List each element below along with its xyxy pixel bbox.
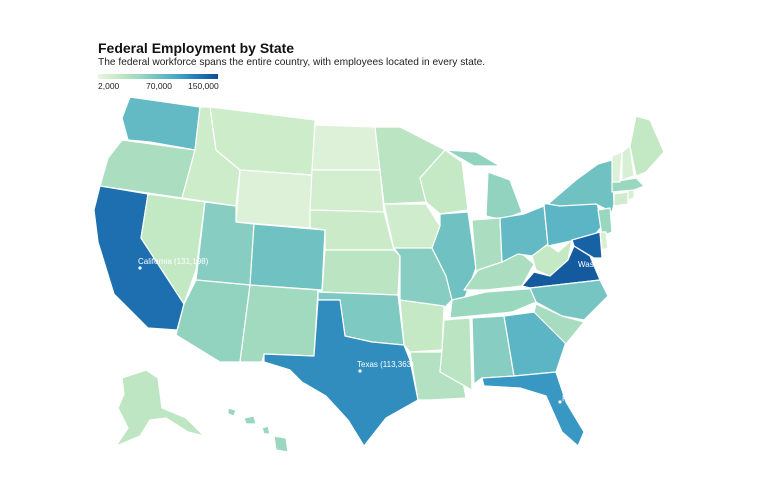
state-hawaii[interactable]: Hawaii: [227, 407, 289, 453]
state-new-jersey[interactable]: New Jersey: [597, 207, 613, 237]
state-alaska[interactable]: Alaska: [115, 369, 205, 447]
map-title: Federal Employment by State: [98, 40, 295, 56]
color-legend: 2,000 70,000 150,000: [98, 72, 220, 98]
california-callout-dot: [138, 266, 142, 270]
state-wyoming[interactable]: Wyoming: [235, 169, 313, 229]
state-maryland[interactable]: Maryland: [571, 231, 603, 259]
legend-max-label: 150,000: [188, 81, 219, 91]
legend-mid-label: 70,000: [146, 81, 172, 91]
dc-callout-dot: [592, 261, 596, 265]
state-mississippi[interactable]: Mississippi: [439, 317, 473, 391]
state-kansas[interactable]: Kansas: [321, 249, 401, 296]
state-new-hampshire[interactable]: New Hampshire: [621, 145, 635, 181]
state-north-carolina[interactable]: North Carolina: [529, 279, 609, 321]
state-delaware[interactable]: Delaware: [599, 231, 609, 251]
texas-callout-label: Texas (113,363): [357, 360, 414, 369]
state-florida[interactable]: Florida: [481, 371, 585, 447]
state-kentucky[interactable]: Kentucky: [463, 251, 535, 291]
state-wisconsin[interactable]: Wisconsin: [419, 149, 469, 215]
map-subtitle: The federal workforce spans the entire c…: [98, 57, 486, 68]
state-colorado[interactable]: Colorado: [249, 223, 326, 291]
state-arkansas[interactable]: Arkansas: [399, 299, 445, 353]
state-iowa[interactable]: Iowa: [383, 203, 441, 251]
california-callout-label: California (131,198): [138, 257, 209, 266]
state-new-york[interactable]: New York: [547, 159, 615, 213]
florida-callout-label: Florida (84,818): [562, 394, 619, 403]
state-connecticut[interactable]: Connecticut: [613, 191, 629, 207]
legend-gradient-bar: [98, 74, 218, 79]
state-south-dakota[interactable]: South Dakota: [309, 169, 385, 213]
state-vermont[interactable]: Vermont: [611, 151, 623, 183]
dc-callout-label: Washington D.C. (146,800): [578, 260, 675, 269]
state-rhode-island[interactable]: Rhode Island: [627, 189, 635, 201]
state-texas[interactable]: Texas: [263, 299, 419, 447]
state-south-carolina[interactable]: South Carolina: [533, 303, 585, 345]
legend-min-label: 2,000: [98, 81, 120, 91]
state-oregon[interactable]: Oregon: [99, 139, 196, 199]
state-nevada[interactable]: Nevada: [140, 193, 206, 305]
florida-callout-dot: [558, 400, 562, 404]
state-maine[interactable]: Maine: [629, 115, 665, 177]
texas-callout-dot: [358, 369, 362, 373]
state-north-dakota[interactable]: North Dakota: [311, 124, 381, 171]
state-new-mexico[interactable]: New Mexico: [239, 284, 319, 363]
